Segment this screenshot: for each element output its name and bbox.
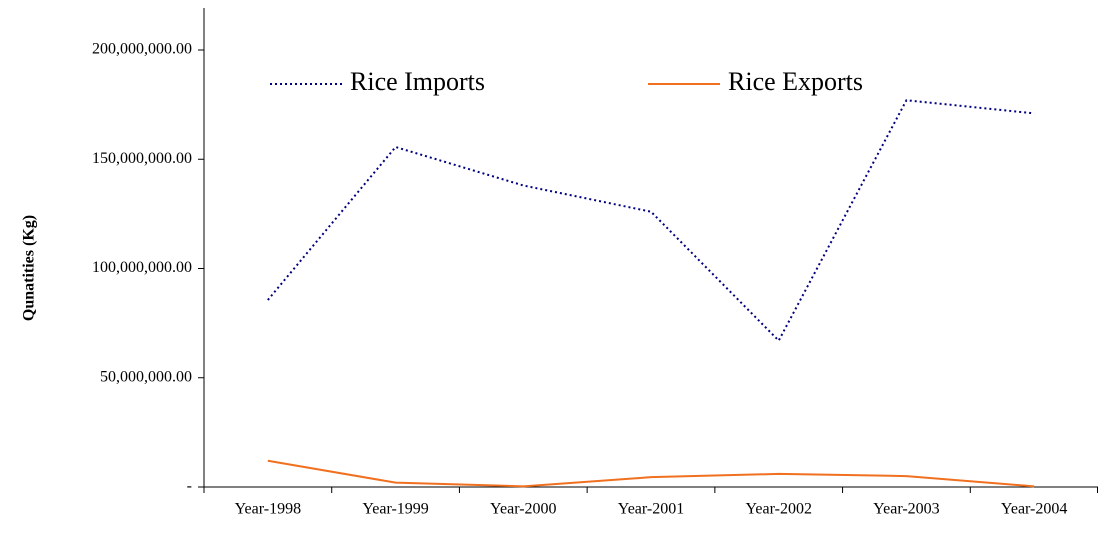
x-tick-label: Year-1999 [362, 501, 429, 518]
x-tick-label: Year-2001 [618, 501, 685, 518]
series-line [267, 459, 1035, 488]
x-tick-label: Year-2000 [490, 501, 557, 518]
y-tick-label: 150,000,000.00 [92, 150, 192, 167]
x-tick-label: Year-1998 [235, 501, 302, 518]
y-tick-label: 200,000,000.00 [92, 41, 192, 58]
y-tick-label: - [187, 478, 192, 495]
x-tick-label: Year-2002 [745, 501, 812, 518]
series-line [267, 99, 1035, 343]
y-axis-label: Qunatities (Kg) [21, 215, 38, 321]
legend-label: Rice Imports [350, 67, 485, 96]
x-tick-label: Year-2003 [873, 501, 940, 518]
legend-label: Rice Exports [728, 67, 863, 96]
y-tick-label: 50,000,000.00 [100, 368, 192, 385]
x-tick-label: Year-2004 [1001, 501, 1068, 518]
y-tick-label: 100,000,000.00 [92, 259, 192, 276]
